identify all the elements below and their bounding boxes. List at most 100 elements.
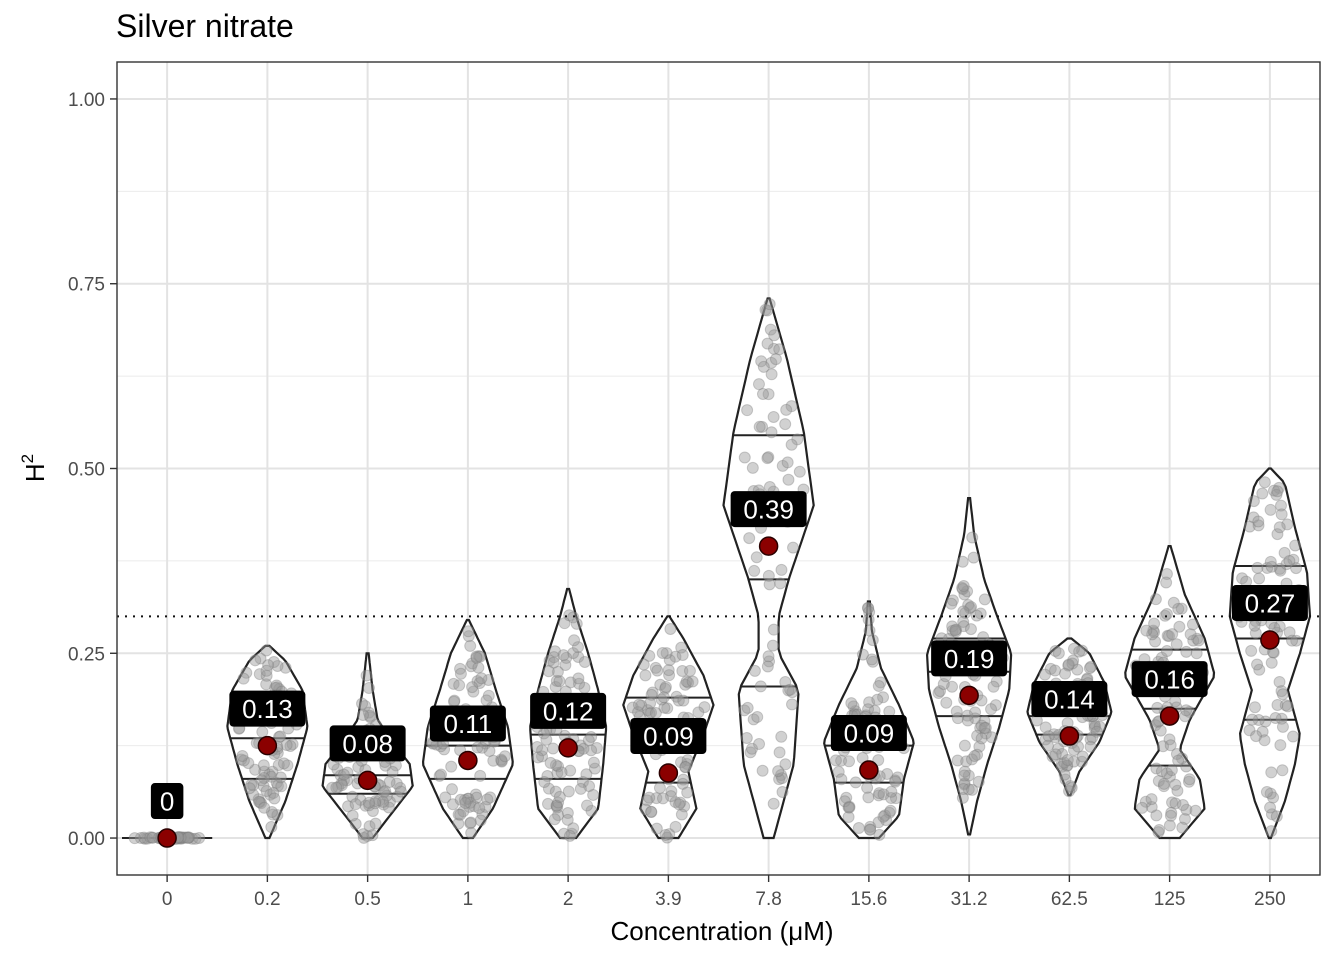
data-point — [585, 730, 598, 743]
data-point — [639, 803, 652, 816]
data-point — [335, 777, 348, 790]
data-point — [975, 719, 988, 732]
data-point — [962, 598, 975, 611]
data-point — [1190, 647, 1203, 660]
data-point — [1148, 617, 1161, 630]
data-point — [965, 600, 978, 613]
data-point — [1264, 801, 1277, 814]
data-point — [644, 697, 657, 710]
data-point — [1265, 560, 1278, 573]
means — [157, 536, 1280, 848]
x-tick-label: 0.2 — [254, 889, 280, 910]
data-point — [746, 461, 759, 474]
data-point — [1178, 812, 1191, 825]
data-point — [786, 698, 799, 711]
data-point — [969, 712, 982, 725]
data-point — [872, 816, 885, 829]
data-point — [864, 820, 877, 833]
data-point — [664, 790, 677, 803]
data-point — [571, 641, 584, 654]
data-point — [532, 751, 545, 764]
data-point — [874, 676, 887, 689]
data-point — [765, 368, 778, 381]
data-point — [1280, 558, 1293, 571]
data-point — [482, 689, 495, 702]
data-point — [267, 786, 280, 799]
data-point — [877, 788, 890, 801]
data-point — [557, 827, 570, 840]
data-point — [471, 675, 484, 688]
data-point — [438, 743, 451, 756]
data-point — [1252, 519, 1265, 532]
data-point — [745, 742, 758, 755]
data-point — [1274, 499, 1287, 512]
data-point — [1055, 757, 1068, 770]
data-point — [272, 759, 285, 772]
data-point — [1170, 638, 1183, 651]
data-point — [247, 788, 260, 801]
data-point — [843, 755, 856, 768]
data-point — [464, 639, 477, 652]
data-point — [793, 465, 806, 478]
data-point — [965, 753, 978, 766]
data-point — [380, 789, 393, 802]
data-point — [1063, 785, 1076, 798]
data-point — [1187, 634, 1200, 647]
data-point — [1170, 747, 1183, 760]
data-point — [889, 775, 902, 788]
data-point — [243, 782, 256, 795]
data-point — [678, 800, 691, 813]
data-point — [373, 794, 386, 807]
data-point — [357, 828, 370, 841]
data-point — [1281, 700, 1294, 713]
data-point — [661, 831, 674, 844]
mean-label: 0.09 — [643, 722, 694, 752]
data-point — [585, 744, 598, 757]
data-point — [680, 757, 693, 770]
data-point — [626, 701, 639, 714]
data-point — [476, 808, 489, 821]
data-point — [637, 658, 650, 671]
data-point — [236, 749, 249, 762]
data-point — [643, 649, 656, 662]
mean-label: 0.09 — [844, 719, 895, 749]
data-point — [466, 657, 479, 670]
data-point — [1152, 774, 1165, 787]
data-point — [1265, 656, 1278, 669]
data-point — [498, 750, 511, 763]
data-point — [1041, 739, 1054, 752]
data-point — [971, 748, 984, 761]
data-point — [646, 686, 659, 699]
data-point — [1271, 528, 1284, 541]
data-point — [383, 775, 396, 788]
data-point — [552, 796, 565, 809]
data-point — [673, 798, 686, 811]
data-point — [1088, 718, 1101, 731]
data-point — [1253, 572, 1266, 585]
data-point — [1176, 798, 1189, 811]
data-point — [141, 832, 154, 845]
data-point — [751, 710, 764, 723]
data-point — [458, 793, 471, 806]
data-point — [1176, 821, 1189, 834]
data-point — [1067, 654, 1080, 667]
data-point — [641, 794, 654, 807]
data-point — [681, 754, 694, 767]
data-point — [1274, 564, 1287, 577]
data-point — [587, 788, 600, 801]
data-point — [872, 754, 885, 767]
data-point — [260, 644, 273, 657]
data-point — [845, 697, 858, 710]
data-point — [433, 769, 446, 782]
data-point — [872, 679, 885, 692]
data-point — [567, 647, 580, 660]
data-point — [674, 796, 687, 809]
data-point — [865, 653, 878, 666]
data-point — [551, 767, 564, 780]
x-tick-label: 7.8 — [755, 889, 781, 910]
mean-label-box — [329, 725, 406, 762]
data-point — [553, 675, 566, 688]
data-point — [676, 664, 689, 677]
data-point — [679, 761, 692, 774]
data-point — [632, 706, 645, 719]
